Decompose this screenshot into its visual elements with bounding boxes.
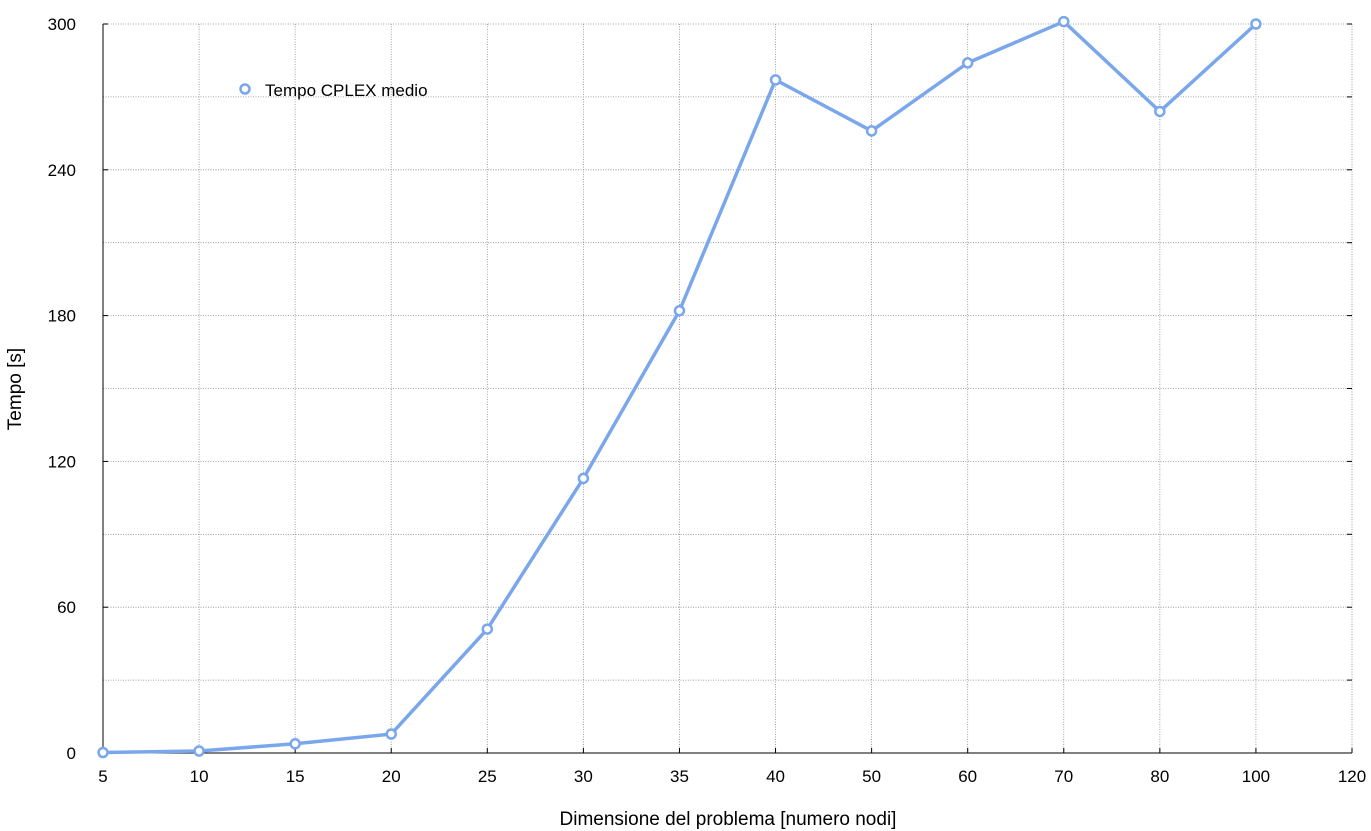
data-point <box>673 304 686 317</box>
data-point <box>865 125 878 137</box>
data-point <box>481 623 494 635</box>
y-tick-label: 180 <box>48 307 76 326</box>
y-tick-label: 60 <box>57 598 76 617</box>
y-tick-label: 0 <box>67 744 76 763</box>
x-tick-label: 100 <box>1242 767 1270 786</box>
y-axis-title: Tempo [s] <box>5 348 26 430</box>
x-tick-label: 70 <box>1054 767 1073 786</box>
data-point <box>97 746 109 759</box>
data-point <box>1058 15 1070 28</box>
y-tick-label: 240 <box>48 161 76 180</box>
grid <box>103 23 1353 753</box>
legend-label: Tempo CPLEX medio <box>265 81 428 100</box>
x-tick-labels: 5 10 15 20 25 30 35 40 50 60 70 80 100 120 <box>98 748 1366 786</box>
x-tick-label: 120 <box>1338 767 1366 786</box>
y-tick-label: 120 <box>48 452 76 471</box>
data-point <box>1154 105 1166 118</box>
x-tick-label: 50 <box>862 767 881 786</box>
legend-marker <box>239 83 251 95</box>
x-tick-label: 35 <box>670 767 689 786</box>
axes <box>102 24 1352 754</box>
series <box>97 15 1262 759</box>
data-point <box>577 472 590 485</box>
legend: Tempo CPLEX medio <box>239 81 428 100</box>
y-tick-label: 300 <box>48 15 76 34</box>
x-tick-label: 15 <box>286 767 305 786</box>
x-tick-label: 20 <box>382 767 401 786</box>
data-point <box>769 74 782 86</box>
x-tick-label: 80 <box>1150 767 1169 786</box>
x-tick-label: 25 <box>478 767 497 786</box>
x-tick-label: 10 <box>190 767 209 786</box>
x-tick-label: 5 <box>98 767 107 786</box>
data-point <box>289 738 301 750</box>
data-point <box>961 57 974 69</box>
x-tick-label: 40 <box>766 767 785 786</box>
data-point <box>193 745 205 757</box>
data-point <box>1250 18 1262 30</box>
y-tick-labels: 0 60 120 180 240 300 <box>48 15 108 763</box>
x-axis-title: Dimensione del problema [numero nodi] <box>560 809 897 830</box>
x-tick-label: 60 <box>958 767 977 786</box>
x-tick-label: 30 <box>574 767 593 786</box>
data-point <box>385 728 397 740</box>
